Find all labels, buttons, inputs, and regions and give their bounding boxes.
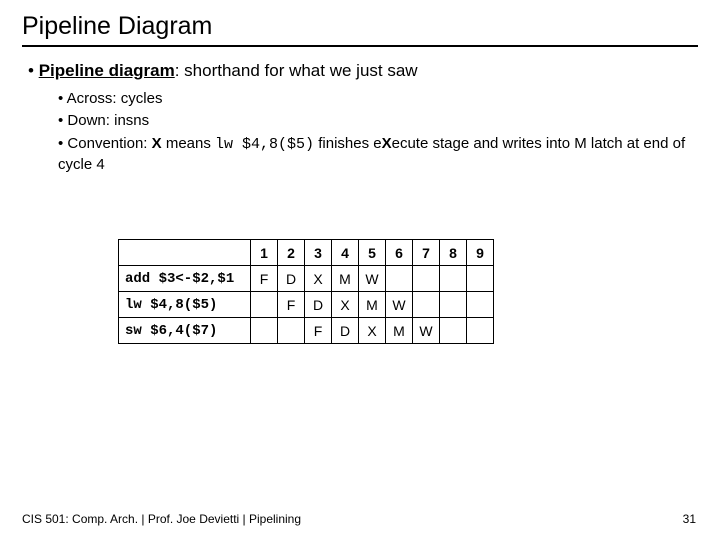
bullet-rest: : shorthand for what we just saw <box>175 61 418 80</box>
stage-cell: X <box>359 318 386 344</box>
stage-cell <box>467 318 494 344</box>
stage-cell: W <box>359 266 386 292</box>
stage-cell <box>467 292 494 318</box>
stage-cell <box>251 292 278 318</box>
bullet-level2-convention: Convention: X means lw $4,8($5) finishes… <box>58 134 698 176</box>
pipeline-table-wrap: 1 2 3 4 5 6 7 8 9 add $3<-$2,$1 F D X M … <box>118 239 698 344</box>
stage-cell <box>440 292 467 318</box>
slide-title: Pipeline Diagram <box>22 12 698 47</box>
conv-p2: means <box>162 135 215 152</box>
stage-cell: X <box>332 292 359 318</box>
stage-cell <box>467 266 494 292</box>
stage-cell: M <box>332 266 359 292</box>
col-header: 7 <box>413 240 440 266</box>
inst-cell: sw $6,4($7) <box>119 318 251 344</box>
table-row: sw $6,4($7) F D X M W <box>119 318 494 344</box>
bullet-level1: Pipeline diagram: shorthand for what we … <box>28 61 698 81</box>
conv-p3: finishes e <box>314 135 382 152</box>
stage-cell: F <box>305 318 332 344</box>
stage-cell: F <box>251 266 278 292</box>
stage-cell: F <box>278 292 305 318</box>
stage-cell: D <box>332 318 359 344</box>
stage-cell <box>413 266 440 292</box>
table-corner-cell <box>119 240 251 266</box>
col-header: 4 <box>332 240 359 266</box>
stage-cell <box>251 318 278 344</box>
col-header: 9 <box>467 240 494 266</box>
conv-b1: X <box>152 135 162 152</box>
conv-b2: X <box>382 135 392 152</box>
stage-cell <box>278 318 305 344</box>
stage-cell <box>386 266 413 292</box>
stage-cell: D <box>278 266 305 292</box>
stage-cell <box>440 266 467 292</box>
inst-cell: lw $4,8($5) <box>119 292 251 318</box>
bullet-bold-term: Pipeline diagram <box>39 61 175 80</box>
table-header-row: 1 2 3 4 5 6 7 8 9 <box>119 240 494 266</box>
stage-cell <box>440 318 467 344</box>
col-header: 6 <box>386 240 413 266</box>
stage-cell: W <box>413 318 440 344</box>
col-header: 3 <box>305 240 332 266</box>
stage-cell: X <box>305 266 332 292</box>
table-row: add $3<-$2,$1 F D X M W <box>119 266 494 292</box>
stage-cell: W <box>386 292 413 318</box>
page-number: 31 <box>683 512 696 526</box>
stage-cell: D <box>305 292 332 318</box>
conv-p1: Convention: <box>67 135 151 152</box>
col-header: 2 <box>278 240 305 266</box>
stage-cell <box>413 292 440 318</box>
col-header: 5 <box>359 240 386 266</box>
inst-cell: add $3<-$2,$1 <box>119 266 251 292</box>
conv-code: lw $4,8($5) <box>215 136 314 153</box>
bullet-level2-down: Down: insns <box>58 111 698 131</box>
table-row: lw $4,8($5) F D X M W <box>119 292 494 318</box>
stage-cell: M <box>359 292 386 318</box>
pipeline-table: 1 2 3 4 5 6 7 8 9 add $3<-$2,$1 F D X M … <box>118 239 494 344</box>
bullet-level2-across: Across: cycles <box>58 89 698 109</box>
col-header: 8 <box>440 240 467 266</box>
footer-text: CIS 501: Comp. Arch. | Prof. Joe Deviett… <box>22 512 301 526</box>
col-header: 1 <box>251 240 278 266</box>
stage-cell: M <box>386 318 413 344</box>
